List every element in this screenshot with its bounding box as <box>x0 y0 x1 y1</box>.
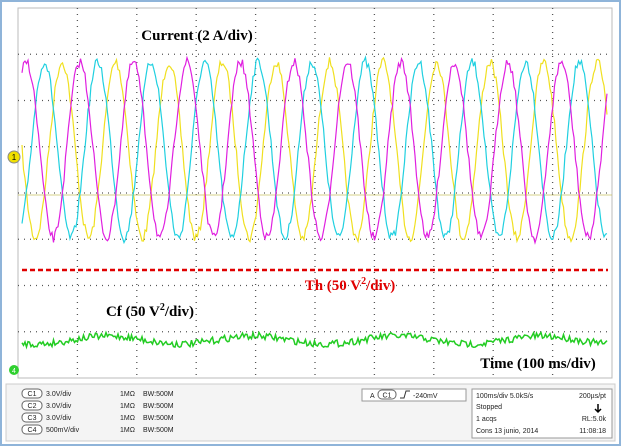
channel-bw: BW:500M <box>143 427 174 434</box>
th-post: /div) <box>365 278 395 294</box>
channel-id: C4 <box>28 427 37 434</box>
th-pre: Th (50 V <box>305 278 362 294</box>
channel-bw: BW:500M <box>143 403 174 410</box>
ch1-marker-label: 1 <box>12 153 17 162</box>
channel-id: C1 <box>28 391 37 398</box>
acq-state: Stopped <box>476 404 502 411</box>
date: Cons 13 junio, 2014 <box>476 428 538 435</box>
channel-bw: BW:500M <box>143 391 174 398</box>
clock: 11:08:18 <box>579 428 606 435</box>
channel-id: C3 <box>28 415 37 422</box>
ch4-marker-label: 4 <box>12 368 16 375</box>
timebase: 100ms/div 5.0kS/s <box>476 393 534 400</box>
channel-id: C2 <box>28 403 37 410</box>
channel-impedance: 1MΩ <box>120 415 135 422</box>
current-label: Current (2 A/div) <box>141 28 252 44</box>
cf-label: Cf (50 V2/div) <box>106 302 194 320</box>
oscilloscope-screenshot: Current (2 A/div) Th (50 V2/div) Cf (50 … <box>0 0 621 446</box>
cf-pre: Cf (50 V <box>106 304 160 320</box>
channel-scale: 3.0V/div <box>46 391 72 398</box>
acq-count: 1 acqs <box>476 416 497 423</box>
channel-bw: BW:500M <box>143 415 174 422</box>
channel-scale: 500mV/div <box>46 427 80 434</box>
th-label: Th (50 V2/div) <box>305 276 396 294</box>
resolution: 200µs/pt <box>579 393 606 400</box>
trigger-mode: A <box>370 393 375 400</box>
channel-scale: 3.0V/div <box>46 415 72 422</box>
trigger-source: C1 <box>383 393 392 400</box>
channel-impedance: 1MΩ <box>120 427 135 434</box>
time-label: Time (100 ms/div) <box>480 356 596 372</box>
cf-post: /div) <box>164 304 194 320</box>
record-length: RL:5.0k <box>582 416 607 423</box>
channel-impedance: 1MΩ <box>120 391 135 398</box>
channel-scale: 3.0V/div <box>46 403 72 410</box>
trigger-level: -240mV <box>413 393 438 400</box>
channel-impedance: 1MΩ <box>120 403 135 410</box>
